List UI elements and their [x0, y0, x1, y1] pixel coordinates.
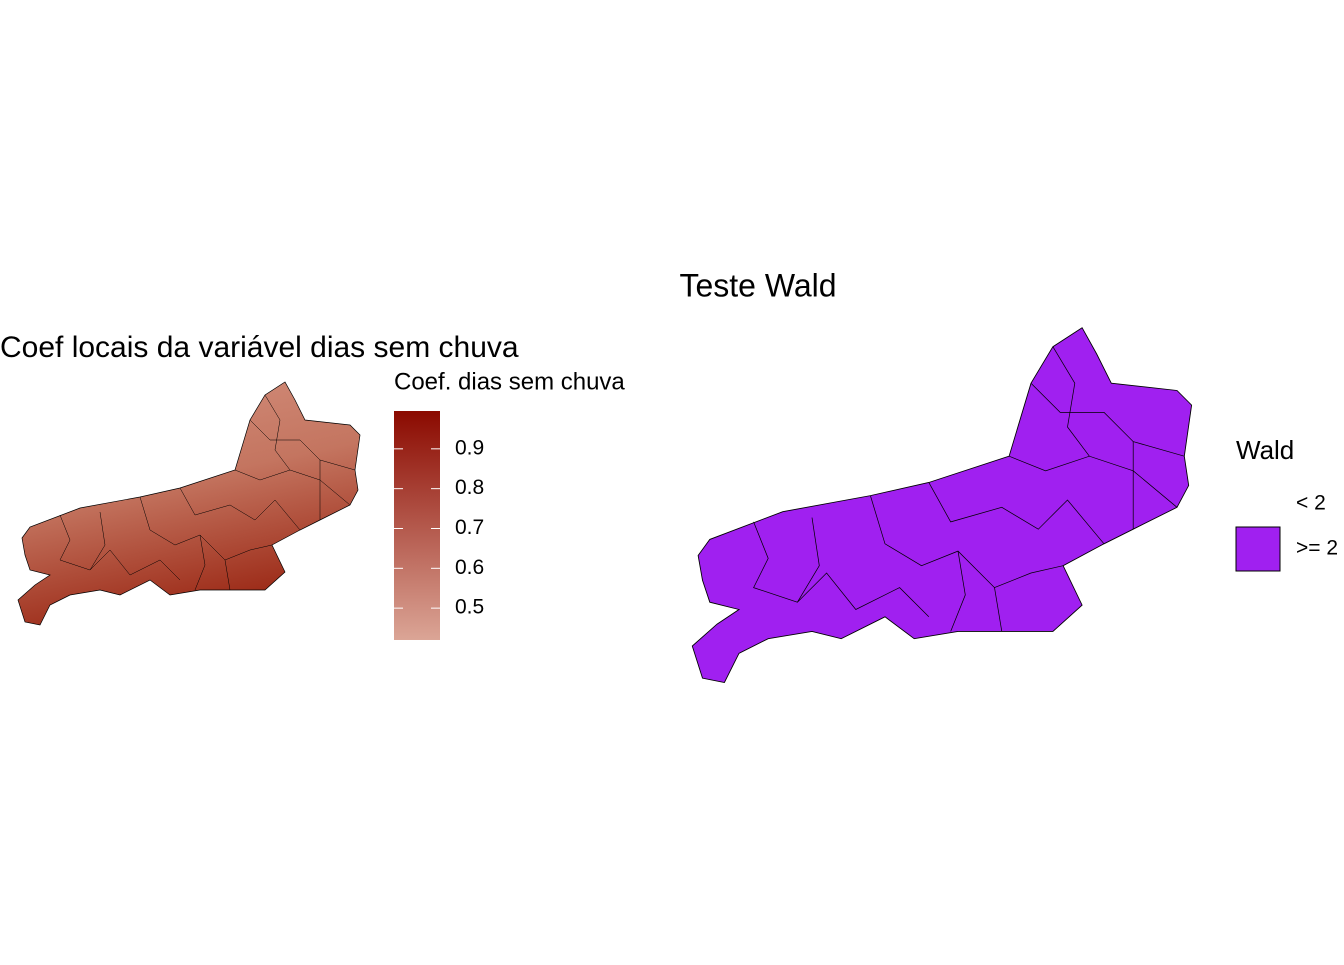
colorbar [394, 411, 440, 640]
colorbar-label: 0.8 [455, 476, 484, 499]
colorbar-label: 0.7 [455, 516, 484, 539]
legend-label: < 2 [1296, 492, 1326, 515]
legend-title: Coef. dias sem chuva [394, 368, 625, 395]
colorbar-label: 0.6 [455, 556, 484, 579]
legend-key [1235, 526, 1281, 572]
map-title: Teste Wald [679, 267, 836, 303]
map-wald [691, 326, 1193, 684]
legend-title: Wald [1236, 435, 1294, 465]
legend-label: >= 2 [1296, 537, 1338, 560]
map-title: Coef locais da variável dias sem chuva [0, 331, 519, 364]
colorbar-label: 0.9 [455, 436, 484, 459]
colorbar-label: 0.5 [455, 596, 484, 619]
map-coef [17, 381, 361, 626]
legend-key [1236, 482, 1280, 526]
